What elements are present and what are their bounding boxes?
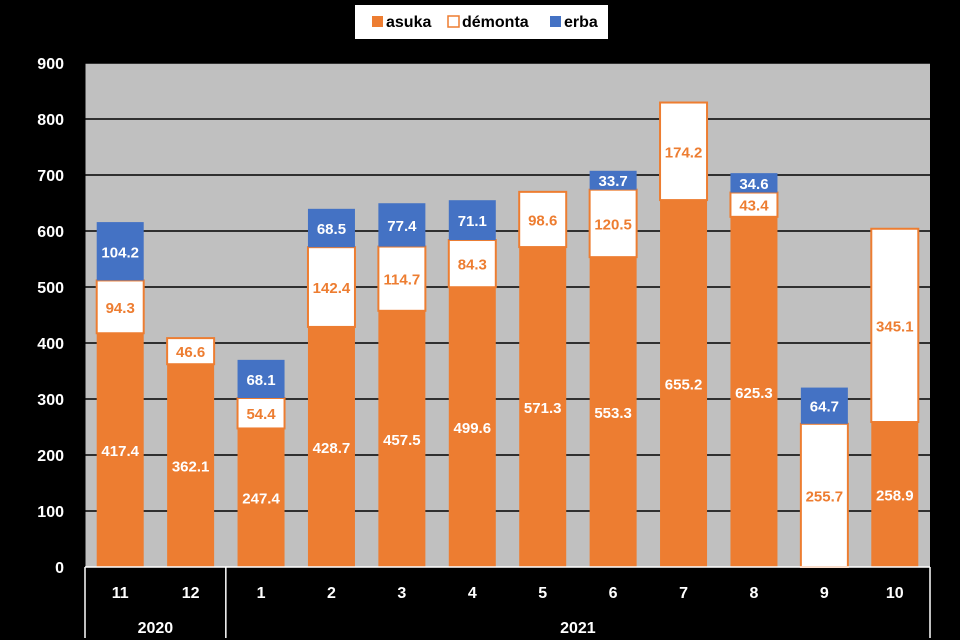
- bar-démonta: [166, 337, 216, 366]
- bar-asuka: [378, 310, 426, 567]
- data-label: 34.6: [739, 176, 768, 193]
- bar-asuka: [589, 257, 637, 567]
- data-label: 553.3: [594, 405, 632, 422]
- data-label: 255.7: [806, 488, 844, 505]
- data-label: 64.7: [810, 399, 839, 416]
- bar-démonta: [729, 191, 779, 218]
- data-label: 68.5: [317, 221, 346, 238]
- bar-asuka: [660, 200, 708, 567]
- year-label: 2020: [138, 620, 174, 637]
- data-label: 120.5: [594, 216, 632, 233]
- data-label: 457.5: [383, 432, 421, 449]
- y-tick-label: 600: [37, 224, 64, 241]
- y-tick-label: 300: [37, 392, 64, 409]
- x-tick-label: 10: [886, 585, 904, 602]
- data-labels: 417.4 94.3 104.2 362.1 46.6 247.4 54.4 68.1 428.…: [101, 144, 913, 507]
- bar-erba: [730, 173, 778, 193]
- legend-swatch-erba: [550, 16, 561, 27]
- bar-asuka: [237, 428, 285, 567]
- x-tick-label: 11: [112, 585, 129, 602]
- plot-area: [85, 63, 930, 567]
- data-label: 54.4: [246, 406, 276, 423]
- bar-démonta: [236, 396, 286, 430]
- bar-asuka: [307, 326, 355, 567]
- x-tick-label: 2: [327, 585, 336, 602]
- data-label: 499.6: [454, 420, 492, 437]
- bar-asuka: [519, 247, 567, 567]
- x-tick-label: 8: [750, 585, 759, 602]
- bar-démonta: [447, 239, 497, 289]
- bar-erba: [96, 222, 144, 281]
- x-tick-label: 12: [182, 585, 200, 602]
- bar-erba: [307, 208, 355, 248]
- legend-label: asuka: [386, 14, 431, 31]
- data-label: 71.1: [458, 213, 487, 230]
- x-tick-label: 5: [538, 585, 547, 602]
- y-axis: 0 100 200 300 400 500 600 700 800 900: [37, 56, 86, 577]
- data-label: 258.9: [876, 488, 914, 505]
- legend-label: erba: [564, 14, 598, 31]
- data-label: 417.4: [101, 443, 139, 460]
- y-tick-label: 400: [37, 336, 64, 353]
- data-label: 247.4: [242, 491, 280, 508]
- x-tick-label: 6: [609, 585, 618, 602]
- bar-démonta: [659, 101, 709, 202]
- legend-swatch-démonta: [447, 15, 460, 28]
- bar-démonta: [870, 227, 920, 424]
- data-label: 43.4: [739, 198, 769, 215]
- bar-asuka: [167, 364, 215, 567]
- y-tick-label: 100: [37, 504, 64, 521]
- data-label: 174.2: [665, 144, 703, 161]
- bar-erba: [237, 359, 285, 398]
- data-label: 655.2: [665, 377, 703, 394]
- data-label: 98.6: [528, 212, 557, 229]
- y-tick-label: 0: [55, 560, 64, 577]
- data-label: 625.3: [735, 385, 773, 402]
- bar-asuka: [448, 287, 496, 567]
- year-label: 2021: [560, 620, 596, 637]
- bar-erba: [378, 203, 426, 247]
- y-tick-label: 500: [37, 280, 64, 297]
- bar-asuka: [96, 333, 144, 567]
- bar-asuka: [871, 422, 919, 567]
- bar-erba: [448, 200, 496, 241]
- y-tick-label: 700: [37, 168, 64, 185]
- bar-erba: [800, 387, 848, 424]
- data-label: 142.4: [313, 280, 351, 297]
- x-tick-label: 7: [679, 585, 688, 602]
- data-label: 77.4: [387, 218, 417, 235]
- data-label: 68.1: [246, 372, 275, 389]
- bars: [95, 101, 920, 569]
- data-label: 84.3: [458, 257, 487, 274]
- bar-démonta: [518, 190, 568, 249]
- x-tick-label: 4: [468, 585, 477, 602]
- y-tick-label: 900: [37, 56, 64, 73]
- data-label: 46.6: [176, 344, 205, 361]
- legend-label: démonta: [462, 14, 529, 31]
- data-label: 345.1: [876, 318, 914, 335]
- y-tick-label: 800: [37, 112, 64, 129]
- data-label: 104.2: [101, 244, 139, 261]
- gridlines: [85, 62, 930, 512]
- bar-asuka: [730, 216, 778, 567]
- data-label: 114.7: [384, 272, 421, 289]
- data-label: 33.7: [599, 173, 628, 190]
- bar-erba: [589, 170, 637, 190]
- data-label: 362.1: [172, 459, 210, 476]
- bar-démonta: [306, 246, 356, 328]
- x-tick-label: 1: [257, 585, 266, 602]
- data-label: 94.3: [106, 300, 135, 317]
- data-label: 428.7: [313, 440, 351, 457]
- legend-swatch-asuka: [372, 16, 383, 27]
- legend-box: [355, 5, 608, 39]
- y-tick-label: 200: [37, 448, 64, 465]
- x-tick-label: 3: [397, 585, 406, 602]
- data-label: 571.3: [524, 400, 562, 417]
- x-tick-label: 9: [820, 585, 829, 602]
- legend: asuka démonta erba: [355, 5, 608, 39]
